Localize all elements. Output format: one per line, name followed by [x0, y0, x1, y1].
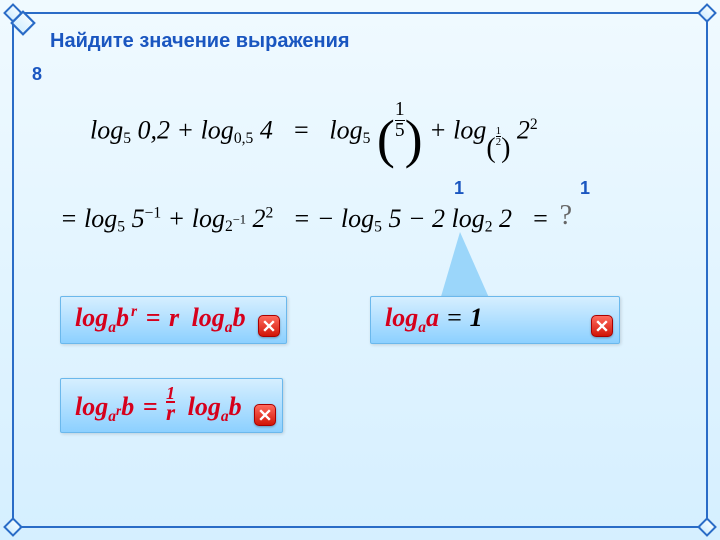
slide-frame: [12, 12, 708, 528]
rule-power: logabr = r logab: [60, 296, 287, 344]
slide-number: 8: [32, 64, 42, 85]
math-expression-line-2: = log5 5−1 + log2−1 22 = − log5 5 − 2 lo…: [60, 200, 572, 236]
annotation-one-b: 1: [580, 178, 590, 199]
close-icon[interactable]: [258, 315, 280, 337]
callout-pointer: [440, 232, 490, 300]
close-icon[interactable]: [591, 315, 613, 337]
rule-base-power: logarb = 1r logab: [60, 378, 283, 433]
slide-title: Найдите значение выражения: [50, 30, 350, 53]
math-expression-line-1: log5 0,2 + log0,5 4 = log5 (15) + log(12…: [90, 100, 538, 159]
rule-log-a-a: logaa = 1: [370, 296, 620, 344]
annotation-one-a: 1: [454, 178, 464, 199]
close-icon[interactable]: [254, 404, 276, 426]
